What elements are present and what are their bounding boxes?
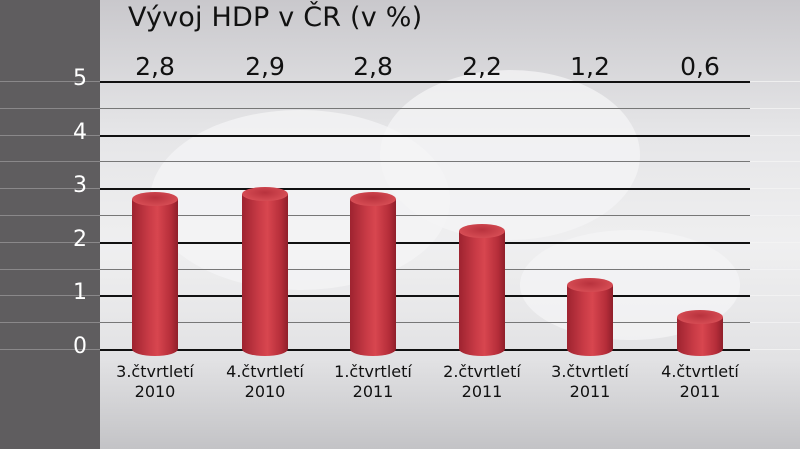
- gridline-extension: [750, 269, 800, 270]
- minor-gridline: [100, 108, 750, 109]
- y-tick-label: 3: [73, 173, 87, 198]
- band-stripe: [0, 295, 100, 296]
- gridline-extension: [750, 349, 800, 350]
- y-tick-label: 5: [73, 66, 87, 91]
- bar-cap: [350, 192, 396, 206]
- y-tick-label: 4: [73, 120, 87, 145]
- bar-base: [677, 342, 723, 356]
- category-line: 3.čtvrtletí: [116, 362, 194, 381]
- x-category-label: 4.čtvrtletí 2011: [645, 362, 755, 402]
- gridline-extension: [750, 322, 800, 323]
- bar-cap: [242, 187, 288, 201]
- gridline-extension: [750, 161, 800, 162]
- band-stripe: [0, 349, 100, 350]
- category-line: 2011: [352, 382, 394, 401]
- gridline-extension: [750, 135, 800, 136]
- band-stripe: [0, 242, 100, 243]
- category-line: 4.čtvrtletí: [661, 362, 739, 381]
- x-category-label: 3.čtvrtletí 2011: [535, 362, 645, 402]
- gridline-extension: [750, 215, 800, 216]
- y-tick-label: 1: [73, 280, 87, 305]
- bar-base: [350, 342, 396, 356]
- category-line: 2011: [461, 382, 503, 401]
- category-line: 1.čtvrtletí: [334, 362, 412, 381]
- band-stripe: [0, 269, 100, 270]
- band-stripe: [0, 135, 100, 136]
- major-gridline: [100, 295, 750, 297]
- minor-gridline: [100, 269, 750, 270]
- bar-base: [459, 342, 505, 356]
- x-category-label: 2.čtvrtletí 2011: [427, 362, 537, 402]
- minor-gridline: [100, 215, 750, 216]
- gridline-extension: [750, 242, 800, 243]
- gridline-extension: [750, 188, 800, 189]
- bar-5: [567, 278, 613, 356]
- bar-base: [132, 342, 178, 356]
- bar-2: [242, 187, 288, 356]
- category-line: 2011: [569, 382, 611, 401]
- category-line: 3.čtvrtletí: [551, 362, 629, 381]
- major-gridline: [100, 188, 750, 190]
- y-tick-label: 2: [73, 227, 87, 252]
- bar-cap: [567, 278, 613, 292]
- gridline-extension: [750, 81, 800, 82]
- bar-cap: [132, 192, 178, 206]
- minor-gridline: [100, 322, 750, 323]
- value-label: 2,2: [462, 52, 502, 81]
- major-gridline: [100, 81, 750, 83]
- y-tick-label: 0: [73, 334, 87, 359]
- band-stripe: [0, 81, 100, 82]
- value-label: 2,8: [135, 52, 175, 81]
- minor-gridline: [100, 161, 750, 162]
- value-label: 2,9: [245, 52, 285, 81]
- bar-cap: [677, 310, 723, 324]
- x-category-label: 1.čtvrtletí 2011: [318, 362, 428, 402]
- band-stripe: [0, 108, 100, 109]
- category-line: 4.čtvrtletí: [226, 362, 304, 381]
- major-gridline: [100, 135, 750, 137]
- y-axis-band: [0, 0, 100, 449]
- bar-1: [132, 192, 178, 356]
- background-map-shape: [380, 70, 640, 240]
- bar-base: [242, 342, 288, 356]
- category-line: 2010: [244, 382, 286, 401]
- band-stripe: [0, 188, 100, 189]
- category-line: 2011: [679, 382, 721, 401]
- category-line: 2010: [134, 382, 176, 401]
- value-label: 0,6: [680, 52, 720, 81]
- category-line: 2.čtvrtletí: [443, 362, 521, 381]
- major-gridline: [100, 349, 750, 351]
- band-stripe: [0, 161, 100, 162]
- gridline-extension: [750, 295, 800, 296]
- band-stripe: [0, 322, 100, 323]
- bar-4: [459, 224, 505, 356]
- bar-3: [350, 192, 396, 356]
- major-gridline: [100, 242, 750, 244]
- bar-6: [677, 310, 723, 356]
- x-category-label: 4.čtvrtletí 2010: [210, 362, 320, 402]
- bar-cap: [459, 224, 505, 238]
- chart-title: Vývoj HDP v ČR (v %): [128, 2, 423, 33]
- x-category-label: 3.čtvrtletí 2010: [100, 362, 210, 402]
- bar-base: [567, 342, 613, 356]
- value-label: 1,2: [570, 52, 610, 81]
- band-stripe: [0, 215, 100, 216]
- gridline-extension: [750, 108, 800, 109]
- value-label: 2,8: [353, 52, 393, 81]
